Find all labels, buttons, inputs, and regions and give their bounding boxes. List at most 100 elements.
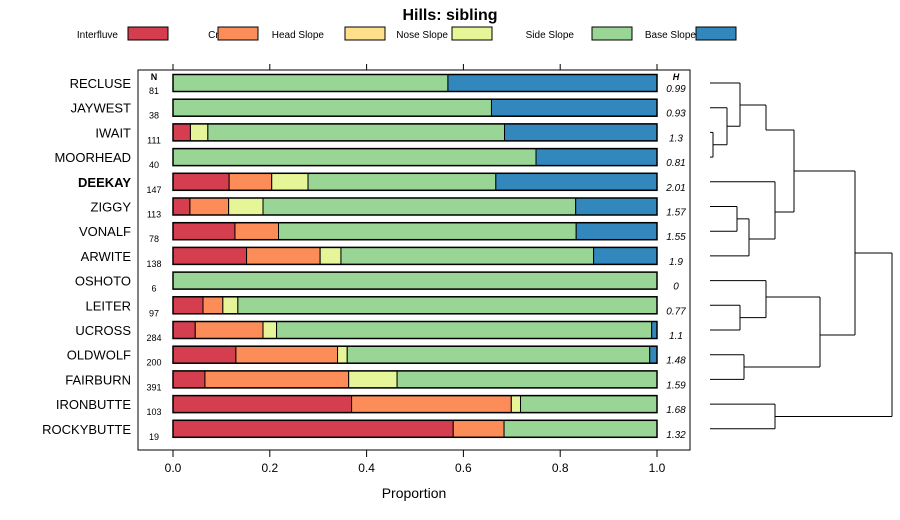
bar-outline <box>172 271 658 290</box>
legend-label: Side Slope <box>526 30 575 41</box>
row-n: 200 <box>146 358 161 368</box>
bar-segment <box>172 370 206 389</box>
bar-row: IWAIT 111 1.3 <box>95 123 683 145</box>
bar-segment <box>495 172 658 191</box>
row-h: 1.9 <box>669 257 683 268</box>
bar-outline <box>172 419 658 439</box>
bar-segment <box>510 395 522 414</box>
bar-segment <box>651 321 658 339</box>
bar-segment <box>194 321 264 339</box>
row-label: JAYWEST <box>71 101 131 116</box>
bar-segment <box>237 296 658 315</box>
bar-segment <box>228 172 273 191</box>
bar-segment <box>172 395 353 414</box>
row-n: 78 <box>149 234 159 244</box>
row-h: 1.3 <box>669 133 683 144</box>
row-h: 1.57 <box>666 208 686 219</box>
bar-segment <box>202 296 224 315</box>
row-h: 0 <box>673 282 679 293</box>
x-axis-label: Proportion <box>382 485 447 501</box>
bar-row: VONALF 78 1.55 <box>79 221 686 244</box>
chart-title: Hills: sibling <box>402 7 497 24</box>
bar-segment <box>189 123 209 142</box>
bar-segment <box>307 172 497 191</box>
row-n: 147 <box>146 185 161 195</box>
bar-segment <box>396 370 658 389</box>
row-label: FAIRBURN <box>65 372 131 387</box>
legend-label: Head Slope <box>272 30 325 41</box>
legend-swatch <box>344 26 386 41</box>
bar-segment <box>172 74 449 92</box>
row-n: 40 <box>149 160 159 170</box>
x-axis: 0.0 0.2 0.4 0.6 0.8 1.0 <box>165 450 666 475</box>
dendrogram <box>710 82 893 430</box>
bar-segment <box>222 296 239 315</box>
bar-row: RECLUSE 81 0.99 <box>70 73 686 96</box>
bar-row: ROCKYBUTTE 19 1.32 <box>42 419 686 442</box>
bar-outline <box>172 123 658 142</box>
bar-segment <box>172 296 204 315</box>
row-n: 38 <box>149 111 159 121</box>
bar-row: FAIRBURN 391 1.59 <box>65 370 686 392</box>
bar-segment <box>172 345 237 364</box>
legend-swatch <box>127 26 169 41</box>
bar-segment <box>234 222 280 241</box>
legend-label: Base Slope <box>645 30 697 41</box>
bar-row: UCROSS 284 1.1 <box>75 320 683 343</box>
bar-segment <box>346 345 651 364</box>
bar-segment <box>172 197 191 216</box>
row-h: 0.99 <box>666 84 686 95</box>
bar-row: MOORHEAD 40 0.81 <box>54 147 686 170</box>
row-label: OSHOTO <box>75 274 131 289</box>
row-n: 81 <box>149 86 159 96</box>
x-tick-label: 1.0 <box>649 461 666 475</box>
bar-segment <box>452 419 505 438</box>
legend-label: Interfluve <box>77 30 119 41</box>
row-n: 97 <box>149 308 159 318</box>
bar-segment <box>207 123 506 142</box>
top-axis-ticks <box>172 64 658 70</box>
row-n: 113 <box>147 210 161 220</box>
row-h: 0.93 <box>666 109 686 120</box>
bar-row: ARWITE 138 1.9 <box>81 246 683 269</box>
row-label: LEITER <box>85 298 131 313</box>
bar-row: LEITER 97 0.77 <box>85 296 686 318</box>
bar-segment <box>228 197 264 216</box>
row-h: 0.77 <box>666 306 686 317</box>
plot-panel <box>137 69 691 451</box>
row-label: ARWITE <box>81 249 132 264</box>
row-label: OLDWOLF <box>67 348 131 363</box>
bar-outline <box>172 370 658 389</box>
legend-swatch <box>217 26 259 41</box>
bar-row: OLDWOLF 200 1.48 <box>67 345 686 368</box>
row-label: ZIGGY <box>91 200 132 215</box>
bar-segment <box>340 246 595 265</box>
bar-segment <box>503 419 658 438</box>
bar-segment <box>337 345 348 364</box>
row-h: 1.48 <box>666 356 686 367</box>
row-n: 19 <box>149 432 159 442</box>
row-label: VONALF <box>79 224 131 239</box>
bar-segment <box>575 222 658 241</box>
bar-segment <box>262 197 577 216</box>
bar-outline <box>172 98 658 117</box>
bar-outline <box>172 197 658 216</box>
bar-outline <box>172 345 658 364</box>
row-h: 1.1 <box>669 331 683 342</box>
bar-outline <box>172 172 658 192</box>
bar-segment <box>172 172 230 191</box>
bar-outline <box>172 147 658 167</box>
bar-rows: RECLUSE 81 0.99 JAYWEST 38 0.93 IWAIT 111 1.3 MOO… <box>42 73 686 442</box>
bar-outline <box>172 73 658 93</box>
bar-segment <box>520 395 658 414</box>
bar-segment <box>172 321 196 339</box>
row-label: RECLUSE <box>70 76 132 91</box>
x-tick-label: 0.8 <box>552 461 569 475</box>
bar-segment <box>172 123 191 142</box>
x-tick-label: 0.6 <box>455 461 472 475</box>
row-label: DEEKAY <box>78 175 131 190</box>
row-n: 6 <box>151 284 156 294</box>
bar-outline <box>172 221 658 241</box>
bar-segment <box>246 246 321 265</box>
